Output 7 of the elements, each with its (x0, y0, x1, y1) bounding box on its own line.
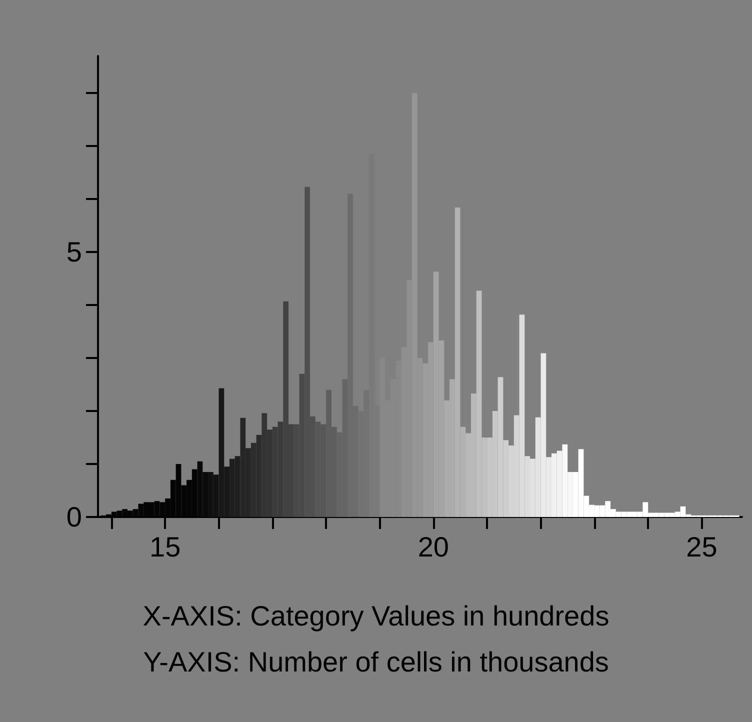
x-tick-label: 15 (150, 532, 181, 562)
y-tick-label: 0 (66, 502, 82, 532)
x-tick-label: 20 (418, 532, 449, 562)
text: Y-AXIS: Number of cells in thousands (143, 646, 609, 678)
y-tick-label: 5 (66, 236, 82, 268)
text: X-AXIS: Category Values in hundreds (142, 600, 610, 632)
x-tick-label: 25 (686, 532, 718, 562)
